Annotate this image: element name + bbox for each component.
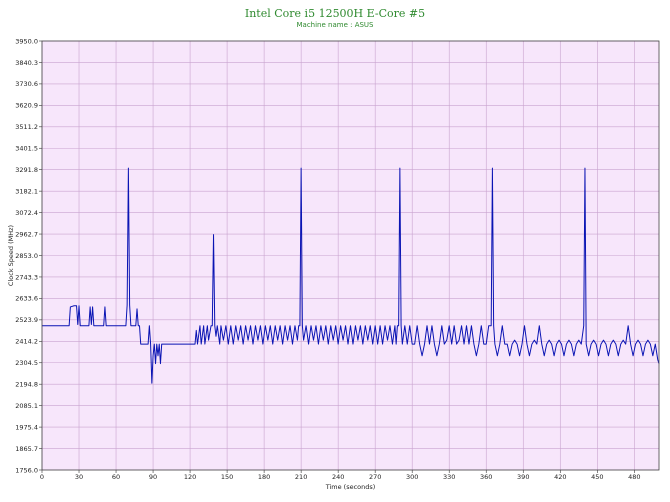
x-tick-label: 150 (221, 473, 233, 481)
y-tick-label: 3072.4 (15, 209, 38, 217)
chart-subtitle: Machine name : ASUS (296, 21, 374, 29)
y-tick-label: 2523.9 (15, 316, 38, 324)
x-tick-label: 390 (517, 473, 529, 481)
x-tick-label: 30 (75, 473, 83, 481)
y-tick-label: 1975.4 (15, 423, 38, 431)
chart-title: Intel Core i5 12500H E-Core #5 (244, 7, 426, 20)
y-tick-label: 2743.3 (15, 273, 38, 281)
y-tick-label: 3182.1 (15, 187, 38, 195)
y-tick-label: 2414.2 (15, 338, 38, 346)
y-tick-label: 2085.1 (15, 402, 38, 410)
y-tick-label: 3291.8 (15, 166, 38, 174)
x-tick-label: 330 (443, 473, 455, 481)
x-tick-label: 180 (258, 473, 270, 481)
x-tick-label: 210 (295, 473, 307, 481)
y-tick-label: 2962.7 (15, 230, 38, 238)
grid (41, 40, 659, 471)
x-tick-label: 360 (480, 473, 492, 481)
y-tick-label: 2633.6 (15, 295, 38, 303)
y-axis-label: Clock Speed (MHz) (7, 225, 15, 286)
y-tick-label: 3511.2 (15, 123, 38, 131)
x-tick-label: 90 (149, 473, 157, 481)
y-tick-label: 3730.6 (15, 80, 38, 88)
x-tick-label: 420 (554, 473, 566, 481)
x-tick-label: 0 (40, 473, 44, 481)
y-tick-label: 3401.5 (15, 145, 38, 153)
y-tick-label: 3840.3 (15, 59, 38, 67)
x-tick-label: 480 (628, 473, 640, 481)
y-tick-label: 1756.0 (15, 466, 38, 474)
y-tick-label: 2304.5 (15, 359, 38, 367)
y-tick-label: 2853.0 (15, 252, 38, 260)
y-tick-label: 2194.8 (15, 381, 38, 389)
y-tick-label: 1865.7 (15, 445, 38, 453)
x-tick-label: 300 (406, 473, 418, 481)
x-tick-label: 270 (369, 473, 381, 481)
x-tick-label: 120 (184, 473, 196, 481)
x-tick-label: 450 (591, 473, 603, 481)
x-tick-label: 240 (332, 473, 344, 481)
plot-border (41, 40, 660, 471)
x-axis-label: Time (seconds) (325, 483, 376, 491)
y-tick-label: 3620.9 (15, 102, 38, 110)
x-tick-label: 60 (112, 473, 120, 481)
y-tick-label: 3950.0 (15, 37, 38, 45)
y-axis-ticks: 1756.0 1865.7 1975.4 2085.1 2194.8 2304.5 2414… (15, 37, 42, 474)
series-line (42, 167, 660, 384)
x-axis-ticks: 0 30 60 90 120 150 180 210 240 270 300 330 360 390 420… (40, 470, 641, 481)
